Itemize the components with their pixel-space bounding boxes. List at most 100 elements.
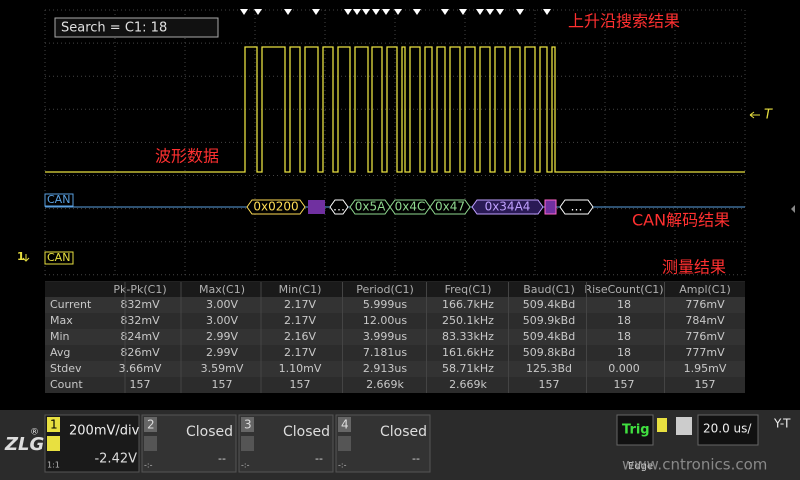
channel-box[interactable]	[44, 414, 140, 473]
table-cell: 509.4kBd	[523, 330, 575, 343]
table-cell: 157	[695, 378, 716, 391]
table-cell: 2.99V	[206, 330, 238, 343]
side-arrow	[791, 205, 795, 213]
table-cell: 161.6kHz	[442, 346, 494, 359]
table-cell: 824mV	[120, 330, 160, 343]
logo: ZLG	[4, 434, 44, 455]
table-row	[45, 329, 745, 345]
table-cell: 3.59mV	[201, 362, 244, 375]
trigger-arrow	[749, 111, 760, 119]
table-cell: 826mV	[120, 346, 160, 359]
decode-text: 0x4C	[395, 200, 426, 214]
annotation: CAN解码结果	[632, 211, 730, 230]
table-cell: 157	[614, 378, 635, 391]
coupling-box	[144, 436, 157, 451]
timebase-box[interactable]	[697, 414, 759, 446]
channel-number: 3	[244, 418, 252, 432]
decode-text: 0x47	[435, 200, 465, 214]
trigger-marker: T	[764, 108, 773, 123]
table-header-cell: Baud(C1)	[523, 283, 575, 296]
search-marker	[476, 9, 484, 15]
search-marker	[486, 9, 494, 15]
waveform	[45, 46, 745, 173]
table-row	[45, 345, 745, 361]
search-marker	[543, 9, 551, 15]
can-label-box	[44, 251, 74, 265]
timebase-scale: 20.0 us/	[703, 422, 752, 436]
channel-number-box	[144, 417, 157, 432]
table-cell: 776mV	[685, 298, 725, 311]
trigger-icon	[676, 417, 692, 435]
channel-box[interactable]	[238, 414, 334, 473]
channel-offset: --	[218, 452, 226, 465]
channel-box[interactable]	[141, 414, 237, 473]
table-cell: 3.999us	[363, 330, 407, 343]
can-label-box	[44, 193, 74, 207]
decode-text: 0x34A4	[485, 200, 531, 214]
decode-field	[308, 200, 325, 214]
decode-packet	[471, 199, 544, 215]
table-cell: 777mV	[685, 346, 725, 359]
channel-number-box	[241, 417, 254, 432]
search-marker	[312, 9, 320, 15]
table-cell: 157	[212, 378, 233, 391]
annotation: 波形数据	[155, 147, 219, 166]
channel-number-box	[338, 417, 351, 432]
table-cell: 18	[617, 314, 631, 327]
search-marker	[413, 9, 421, 15]
table-cell: 58.71kHz	[442, 362, 494, 375]
trigger-box[interactable]	[616, 414, 654, 446]
channel-arrow	[22, 254, 30, 262]
table-cell: 3.00V	[206, 314, 238, 327]
table-cell: 509.4kBd	[523, 298, 575, 311]
channel-status: Closed	[380, 424, 427, 440]
table-cell: 5.999us	[363, 298, 407, 311]
table-cell: Current	[50, 298, 92, 311]
decode-packet	[246, 199, 306, 215]
table-cell: Stdev	[50, 362, 82, 375]
decode-text: 0x0200	[253, 200, 298, 214]
search-marker	[344, 9, 352, 15]
decode-packet	[329, 199, 349, 215]
logo-mark: ®	[30, 428, 39, 438]
table-cell: 18	[617, 346, 631, 359]
table-cell: 784mV	[685, 314, 725, 327]
decode-text: …	[571, 200, 583, 214]
channel-number: 4	[341, 418, 349, 432]
channel-probe: -:-	[241, 461, 250, 470]
search-marker	[382, 9, 390, 15]
table-cell: Avg	[50, 346, 70, 359]
table-header-cell: Period(C1)	[356, 283, 414, 296]
table-cell: 157	[539, 378, 560, 391]
table-cell: 157	[130, 378, 151, 391]
annotation: 上升沿搜索结果	[568, 12, 680, 31]
table-cell: Max	[50, 314, 73, 327]
table-header	[45, 282, 745, 297]
search-marker	[254, 9, 262, 15]
table-cell: 18	[617, 298, 631, 311]
search-marker	[516, 9, 524, 15]
table-cell: 12.00us	[363, 314, 407, 327]
trigger-label: Trig	[622, 423, 650, 438]
table-cell: 250.1kHz	[442, 314, 494, 327]
decode-packet	[429, 199, 471, 215]
channel-offset: -2.42V	[94, 452, 137, 467]
channel-scale: 200mV/div	[69, 424, 140, 439]
channel-box[interactable]	[335, 414, 431, 473]
table-cell: 2.17V	[284, 346, 316, 359]
table-cell: 157	[290, 378, 311, 391]
table-header-cell: Freq(C1)	[445, 283, 492, 296]
search-marker	[284, 9, 292, 15]
table-cell: 776mV	[685, 330, 725, 343]
channel-probe: 1:1	[47, 461, 60, 470]
search-marker	[394, 9, 402, 15]
channel-offset: --	[315, 452, 323, 465]
search-marker	[496, 9, 504, 15]
table-cell: 2.17V	[284, 314, 316, 327]
coupling-box	[47, 436, 60, 451]
coupling-box	[241, 436, 254, 451]
decode-text: 0x5A	[355, 200, 386, 214]
graticule	[44, 9, 746, 276]
table-cell: 0.000	[608, 362, 640, 375]
